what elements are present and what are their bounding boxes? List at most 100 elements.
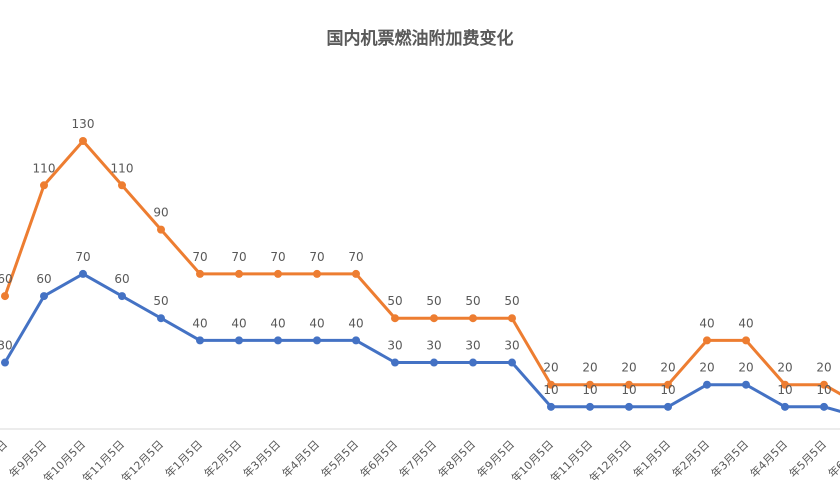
x-tick-label: 年2月5日 <box>669 437 712 480</box>
x-tick-label: 年5月5日 <box>318 437 361 480</box>
data-label: 40 <box>348 316 363 330</box>
data-point <box>313 336 321 345</box>
x-tick-label: 年6月5日 <box>825 437 840 480</box>
data-point <box>703 380 711 389</box>
data-point <box>196 336 204 345</box>
series-line-0 <box>3 139 840 396</box>
data-point <box>40 292 48 301</box>
data-point <box>157 225 165 234</box>
data-point <box>1 358 9 367</box>
data-label: 10 <box>582 383 597 397</box>
data-label: 10 <box>543 383 558 397</box>
data-label: 50 <box>465 294 480 308</box>
data-label: 30 <box>387 339 402 353</box>
data-point <box>547 402 555 411</box>
data-point <box>586 402 594 411</box>
data-point <box>508 314 516 323</box>
data-label: 50 <box>153 294 168 308</box>
data-point <box>781 402 789 411</box>
x-tick-label: 年2月5日 <box>201 437 244 480</box>
data-point <box>274 269 282 278</box>
data-label: 70 <box>231 250 246 264</box>
data-point <box>391 314 399 323</box>
data-point <box>352 336 360 345</box>
x-tick-label: 年5月5日 <box>786 437 829 480</box>
data-point <box>79 137 87 145</box>
data-label: 90 <box>153 206 168 220</box>
data-label: 40 <box>192 316 207 330</box>
data-point <box>430 314 438 323</box>
data-label: 10 <box>777 383 792 397</box>
x-tick-label: 年12月5日 <box>118 437 166 480</box>
data-label: 70 <box>309 250 324 264</box>
data-point <box>118 181 126 190</box>
data-point <box>820 380 828 389</box>
data-point <box>781 380 789 389</box>
data-label: 40 <box>231 316 246 330</box>
x-tick-label: 年1月5日 <box>630 437 673 480</box>
data-point <box>469 358 477 367</box>
data-point <box>157 314 165 323</box>
data-label: 50 <box>426 294 441 308</box>
data-point <box>391 358 399 367</box>
data-label: 30 <box>0 339 13 353</box>
chart-title: 国内机票燃油附加费变化 <box>326 29 514 49</box>
data-label: 20 <box>621 361 636 375</box>
data-label: 40 <box>309 316 324 330</box>
x-tick-label: 年4月5日 <box>747 437 790 480</box>
data-point <box>547 380 555 389</box>
data-label: 30 <box>426 339 441 353</box>
data-label: 110 <box>111 161 134 175</box>
data-label: 70 <box>75 250 90 264</box>
data-label: 60 <box>114 272 129 286</box>
data-label: 70 <box>270 250 285 264</box>
x-tick-label: 年7月5日 <box>396 437 439 480</box>
x-tick-label: 年4月5日 <box>279 437 322 480</box>
data-point <box>40 181 48 190</box>
data-point <box>469 314 477 323</box>
data-point <box>1 292 9 301</box>
data-label: 10 <box>621 383 636 397</box>
data-label: 60 <box>36 272 51 286</box>
x-tick-label: 年1月5日 <box>162 437 205 480</box>
data-label: 130 <box>72 117 95 131</box>
data-point <box>625 402 633 411</box>
data-point <box>820 402 828 411</box>
data-point <box>313 269 321 278</box>
data-label: 20 <box>816 361 831 375</box>
data-label: 20 <box>582 361 597 375</box>
data-point <box>703 336 711 345</box>
data-point <box>118 292 126 301</box>
data-label: 30 <box>465 339 480 353</box>
data-label: 20 <box>777 361 792 375</box>
data-label: 60 <box>0 272 13 286</box>
data-point <box>352 269 360 278</box>
data-point <box>235 336 243 345</box>
data-label: 40 <box>699 316 714 330</box>
data-label: 20 <box>699 361 714 375</box>
x-tick-label: 年8月5日 <box>435 437 478 480</box>
data-label: 20 <box>738 361 753 375</box>
data-point <box>625 380 633 389</box>
data-label: 50 <box>504 294 519 308</box>
data-label: 70 <box>348 250 363 264</box>
data-point <box>742 336 750 345</box>
data-label: 30 <box>504 339 519 353</box>
data-label: 10 <box>660 383 675 397</box>
data-label: 110 <box>33 161 56 175</box>
data-point <box>196 269 204 278</box>
x-tick-label: 年3月5日 <box>240 437 283 480</box>
data-point <box>274 336 282 345</box>
data-point <box>79 269 87 278</box>
data-label: 40 <box>270 316 285 330</box>
data-label: 20 <box>543 361 558 375</box>
data-label: 70 <box>192 250 207 264</box>
data-point <box>508 358 516 367</box>
x-tick-label: 年6月5日 <box>357 437 400 480</box>
data-label: 10 <box>816 383 831 397</box>
x-tick-label: 年12月5日 <box>586 437 634 480</box>
data-point <box>664 402 672 411</box>
data-label: 20 <box>660 361 675 375</box>
series-line-1 <box>3 272 840 413</box>
